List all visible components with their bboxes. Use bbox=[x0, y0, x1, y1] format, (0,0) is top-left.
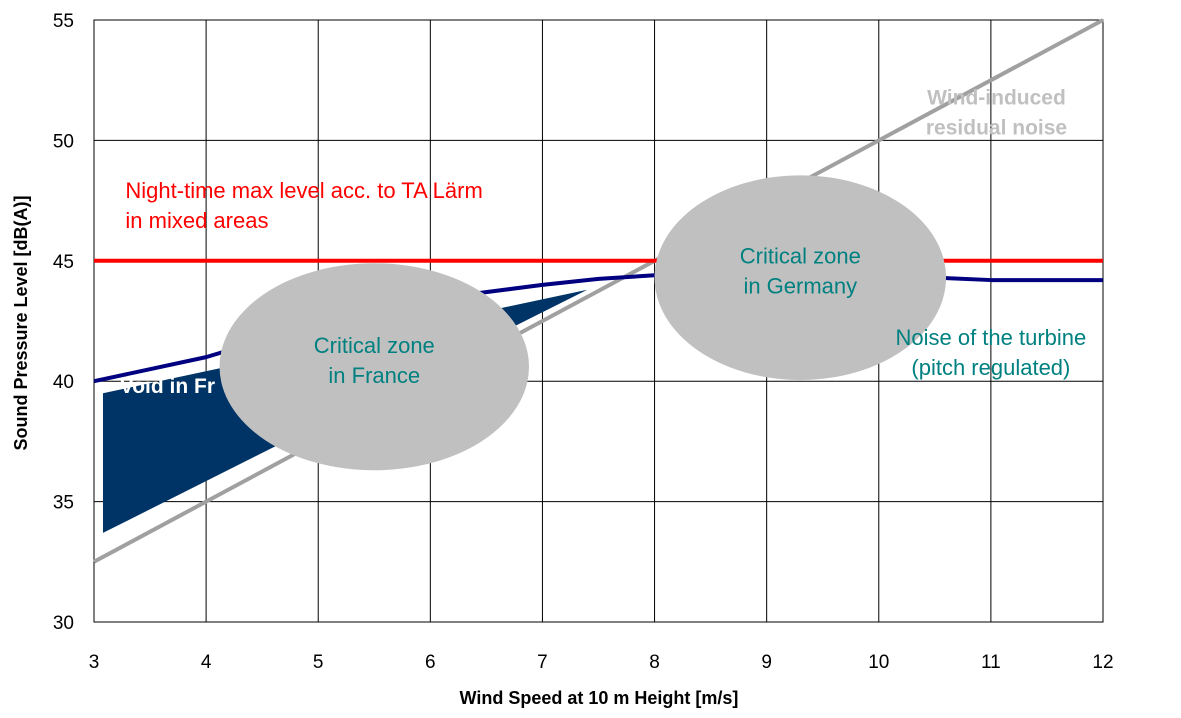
critical-zone-ellipse bbox=[654, 175, 947, 380]
x-tick-label: 7 bbox=[537, 652, 548, 673]
x-tick-label: 8 bbox=[649, 652, 660, 673]
annotations: Night-time max level acc. to TA Lärm in m… bbox=[120, 86, 1086, 398]
annotation-turbine: Noise of the turbine (pitch regulated) bbox=[895, 325, 1086, 380]
y-tick-label: 35 bbox=[53, 493, 74, 514]
x-tick-label: 9 bbox=[761, 652, 772, 673]
y-axis-label: Sound Pressure Level [dB(A)] bbox=[11, 195, 31, 450]
critical-zones: Critical zone in France Critical zone in Ge… bbox=[219, 175, 947, 471]
series-line-2 bbox=[93, 18, 1104, 564]
y-tick-label: 40 bbox=[53, 372, 74, 393]
x-tick-label: 11 bbox=[981, 652, 1001, 673]
x-tick-label: 5 bbox=[313, 652, 324, 673]
x-axis-label: Wind Speed at 10 m Height [m/s] bbox=[460, 688, 739, 708]
x-tick-label: 4 bbox=[201, 652, 212, 673]
annotation-void: Void in Fr bbox=[120, 375, 215, 398]
y-tick-label: 55 bbox=[53, 11, 74, 32]
x-tick-label: 3 bbox=[89, 652, 100, 673]
critical-zone-label: Critical zone in France bbox=[314, 333, 435, 388]
x-tick-label: 10 bbox=[868, 652, 889, 673]
x-tick-label: 6 bbox=[425, 652, 436, 673]
critical-zone-ellipse bbox=[219, 263, 529, 471]
y-tick-label: 50 bbox=[53, 131, 74, 152]
y-tick-label: 30 bbox=[53, 613, 74, 634]
x-tick-label: 12 bbox=[1092, 652, 1113, 673]
annotation-limit: Night-time max level acc. to TA Lärm in m… bbox=[125, 178, 482, 233]
critical-zone-label: Critical zone in Germany bbox=[740, 244, 861, 299]
y-tick-label: 45 bbox=[53, 252, 74, 273]
annotation-residual: Wind-induced residual noise bbox=[926, 86, 1067, 139]
